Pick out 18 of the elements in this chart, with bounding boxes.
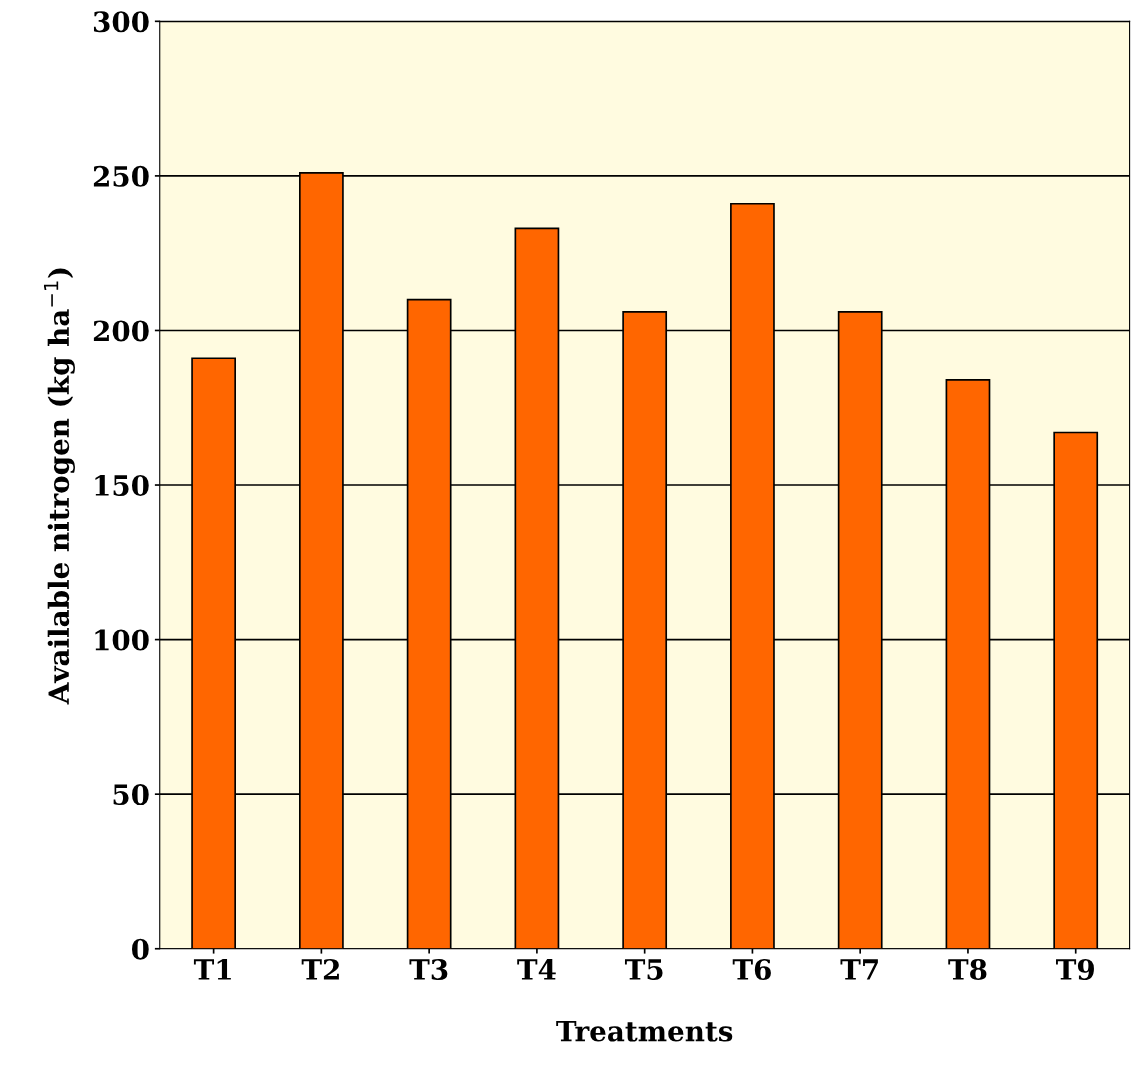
y-tick-label: 150 [95,474,149,496]
x-tick-label: T3 [409,958,448,980]
y-tick-label: 300 [93,11,149,33]
x-tick-label: T7 [840,959,878,980]
x-tick-label: T8 [948,958,987,980]
y-tick-label: 50 [113,784,149,806]
x-tick-label: T1 [193,958,231,980]
x-tick-label: T9 [1056,958,1094,980]
x-tick-label: T6 [732,958,771,980]
y-tick-label: 0 [131,938,149,960]
y-axis-title: Available nitrogen (kg ha$^{−1}$) [43,268,75,705]
x-tick-label: T2 [301,958,339,980]
y-tick-label: 100 [95,629,149,651]
y-tick-label: 200 [93,320,149,342]
x-axis-title: Treatments [556,1020,733,1042]
x-tick-label: T5 [624,959,663,980]
y-tick-label: 250 [93,165,149,187]
x-tick-label: T4 [517,958,556,980]
